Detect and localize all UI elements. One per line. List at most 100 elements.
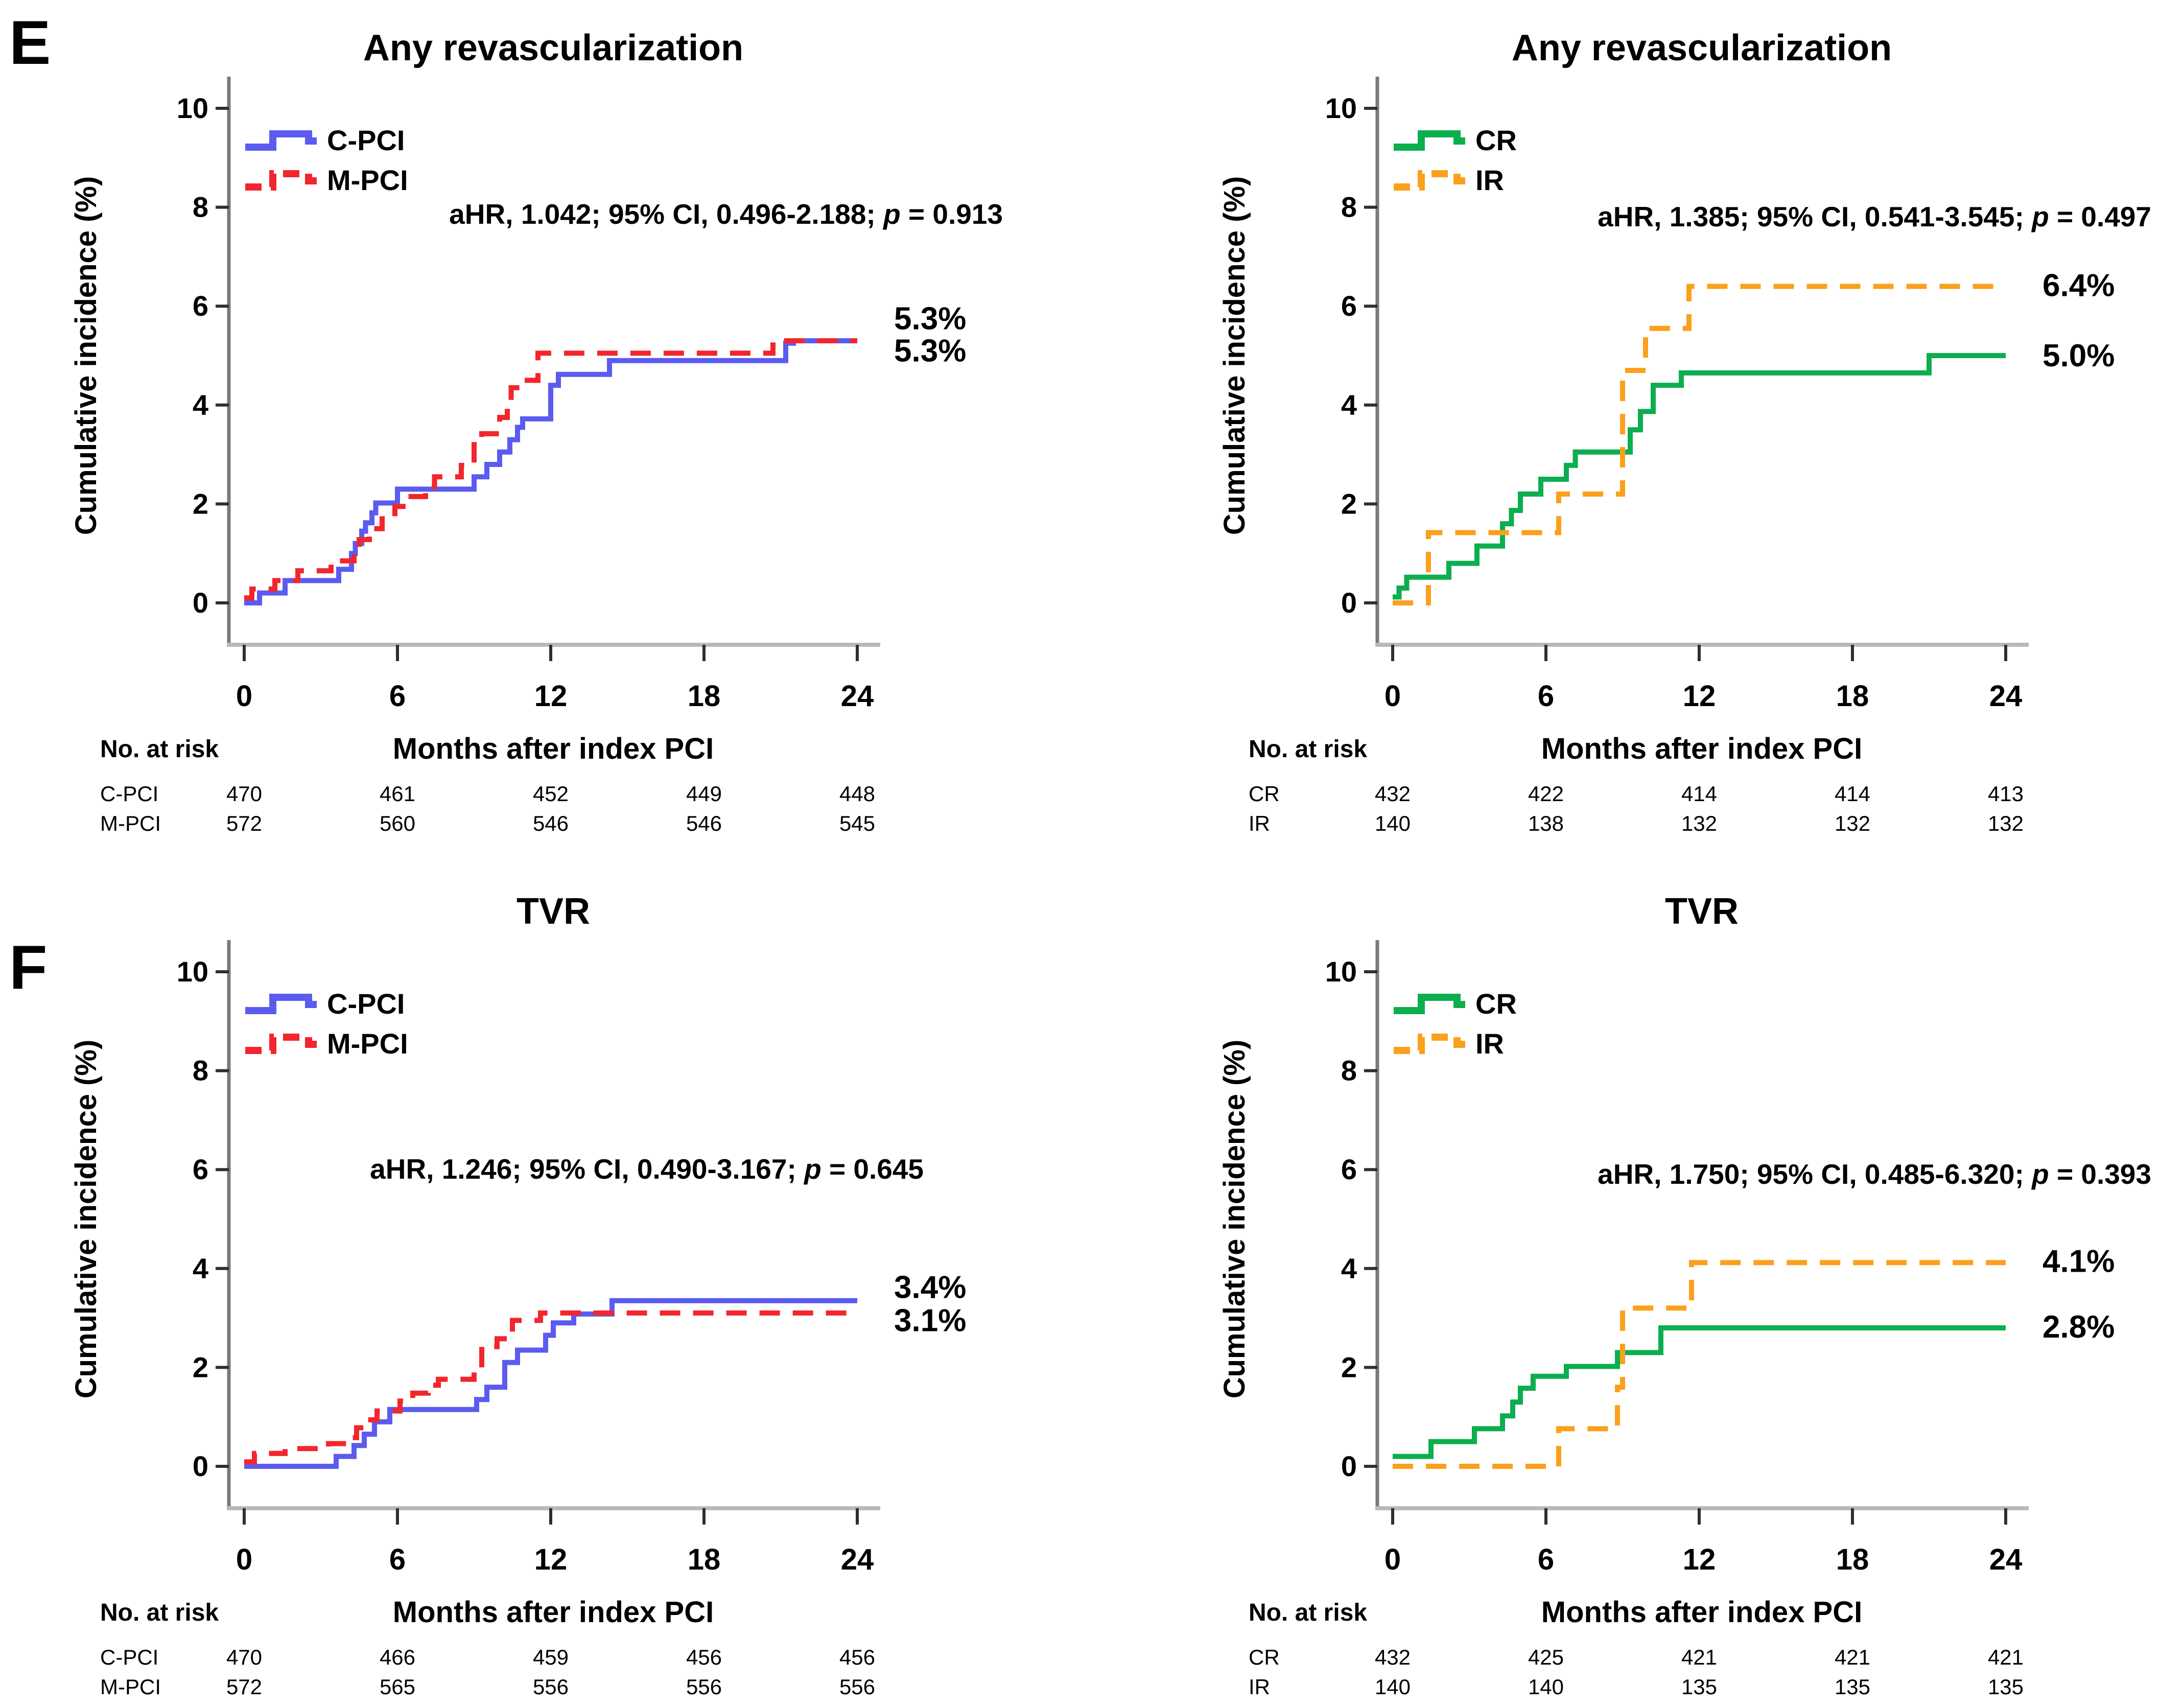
- curve-IR: [1393, 1260, 2006, 1469]
- x-tick-label: 0: [236, 680, 252, 713]
- risk-row-label-M-PCI: M-PCI: [100, 811, 161, 835]
- risk-count: 413: [1988, 782, 2024, 806]
- risk-row-label-M-PCI: M-PCI: [100, 1675, 161, 1699]
- curve-M-PCI: [244, 1310, 857, 1465]
- end-value-label-IR: 6.4%: [2042, 268, 2115, 303]
- x-tick-label: 18: [688, 680, 721, 713]
- legend-label-IR: IR: [1475, 1027, 1504, 1060]
- y-axis-label: Cumulative incidence (%): [1218, 1040, 1251, 1399]
- curve-CR: [1393, 1325, 2006, 1459]
- risk-count: 546: [533, 811, 569, 835]
- risk-count: 456: [839, 1645, 875, 1669]
- km-chart-any-revascularization-cr-vs-ir: Any revascularization Cumulative incidenc…: [1218, 28, 2151, 835]
- end-value-label-M-PCI: 5.3%: [894, 301, 966, 336]
- risk-count: 572: [226, 811, 262, 835]
- risk-count: 138: [1528, 811, 1564, 835]
- legend-label-C-PCI: C-PCI: [327, 124, 405, 156]
- x-axis-label: Months after index PCI: [393, 732, 714, 765]
- risk-count: 135: [1681, 1675, 1717, 1699]
- chart-title: Any revascularization: [1512, 28, 1892, 68]
- risk-row-label-CR: CR: [1249, 1645, 1280, 1669]
- legend-swatch-M-PCI: [245, 1034, 317, 1054]
- risk-table-heading: No. at risk: [100, 736, 219, 763]
- risk-count: 140: [1528, 1675, 1564, 1699]
- risk-table-heading: No. at risk: [100, 1599, 219, 1626]
- risk-count: 421: [1681, 1645, 1717, 1669]
- risk-row-label-IR: IR: [1249, 1675, 1270, 1699]
- panel-letter-F: F: [9, 932, 48, 1002]
- risk-count: 556: [686, 1675, 722, 1699]
- x-tick-label: 12: [1683, 680, 1716, 713]
- risk-row-label-CR: CR: [1249, 782, 1280, 806]
- risk-count: 556: [533, 1675, 569, 1699]
- curve-CR: [1393, 353, 2006, 600]
- risk-count: 470: [226, 1645, 262, 1669]
- hazard-ratio-annotation: aHR, 1.246; 95% CI, 0.490-3.167; p = 0.6…: [370, 1153, 924, 1185]
- risk-count: 425: [1528, 1645, 1564, 1669]
- x-tick-label: 0: [236, 1543, 252, 1576]
- y-tick-label: 2: [193, 1351, 208, 1383]
- risk-count: 560: [380, 811, 415, 835]
- x-tick-label: 18: [688, 1543, 721, 1576]
- x-tick-label: 6: [389, 1543, 406, 1576]
- risk-count: 556: [839, 1675, 875, 1699]
- x-axis-label: Months after index PCI: [1541, 1596, 1862, 1629]
- risk-row-label-C-PCI: C-PCI: [100, 1645, 158, 1669]
- legend-label-IR: IR: [1475, 164, 1504, 196]
- risk-count: 461: [380, 782, 415, 806]
- risk-row-label-C-PCI: C-PCI: [100, 782, 158, 806]
- legend-label-CR: CR: [1475, 988, 1517, 1020]
- y-tick-label: 10: [177, 955, 208, 988]
- risk-count: 132: [1681, 811, 1717, 835]
- chart-title: TVR: [516, 891, 590, 932]
- chart-title: TVR: [1665, 891, 1739, 932]
- panel-letter-E: E: [9, 8, 51, 77]
- x-tick-label: 24: [841, 680, 874, 713]
- risk-count: 452: [533, 782, 569, 806]
- risk-count: 459: [533, 1645, 569, 1669]
- hazard-ratio-annotation: aHR, 1.385; 95% CI, 0.541-3.545; p = 0.4…: [1598, 201, 2151, 232]
- y-tick-label: 0: [193, 1450, 208, 1482]
- y-tick-label: 0: [193, 587, 208, 619]
- y-tick-label: 4: [1341, 1252, 1357, 1284]
- legend-swatch-IR: [1394, 1034, 1465, 1054]
- y-tick-label: 10: [177, 92, 208, 124]
- y-tick-label: 6: [193, 290, 208, 322]
- x-tick-label: 18: [1836, 1543, 1869, 1576]
- y-tick-label: 6: [193, 1153, 208, 1185]
- risk-count: 449: [686, 782, 722, 806]
- x-tick-label: 12: [1683, 1543, 1716, 1576]
- legend-label-CR: CR: [1475, 124, 1517, 156]
- x-tick-label: 12: [534, 1543, 568, 1576]
- x-tick-label: 6: [1538, 680, 1554, 713]
- x-tick-label: 24: [1989, 1543, 2023, 1576]
- risk-count: 456: [686, 1645, 722, 1669]
- risk-count: 140: [1375, 811, 1411, 835]
- y-tick-label: 0: [1341, 587, 1357, 619]
- risk-count: 466: [380, 1645, 415, 1669]
- x-tick-label: 0: [1384, 1543, 1401, 1576]
- risk-table-heading: No. at risk: [1249, 736, 1367, 763]
- legend-swatch-CR: [1394, 130, 1465, 151]
- hazard-ratio-annotation: aHR, 1.750; 95% CI, 0.485-6.320; p = 0.3…: [1598, 1158, 2151, 1190]
- risk-count: 572: [226, 1675, 262, 1699]
- y-tick-label: 8: [193, 191, 208, 223]
- end-value-label-M-PCI: 3.1%: [894, 1303, 966, 1338]
- risk-count: 140: [1375, 1675, 1411, 1699]
- x-tick-label: 24: [841, 1543, 874, 1576]
- curve-IR: [1393, 284, 2006, 605]
- risk-count: 448: [839, 782, 875, 806]
- risk-count: 421: [1835, 1645, 1870, 1669]
- end-value-label-C-PCI: 3.4%: [894, 1270, 966, 1305]
- y-tick-label: 4: [193, 1252, 208, 1284]
- legend-label-C-PCI: C-PCI: [327, 988, 405, 1020]
- y-tick-label: 2: [193, 487, 208, 520]
- y-tick-label: 10: [1325, 92, 1357, 124]
- end-value-label-CR: 5.0%: [2042, 338, 2115, 373]
- risk-count: 135: [1988, 1675, 2024, 1699]
- x-tick-label: 12: [534, 680, 568, 713]
- risk-count: 421: [1988, 1645, 2024, 1669]
- curve-M-PCI: [244, 338, 857, 601]
- y-axis-label: Cumulative incidence (%): [69, 176, 103, 535]
